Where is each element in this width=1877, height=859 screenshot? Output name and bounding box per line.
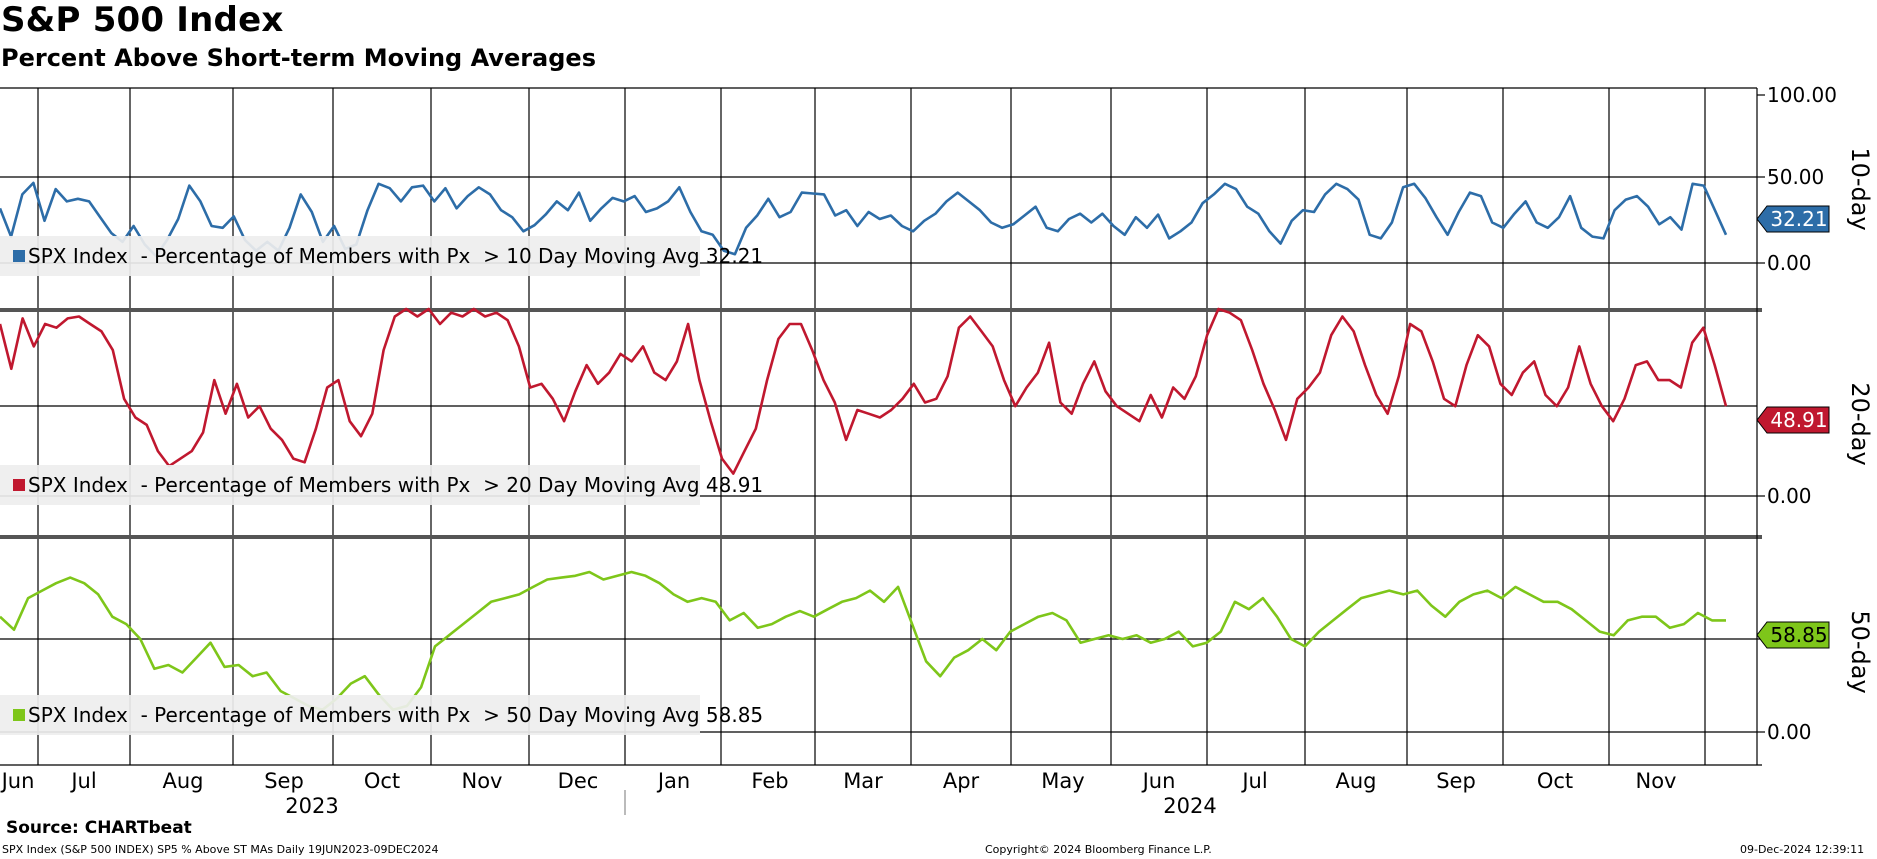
- panel-background: [0, 88, 1757, 310]
- source-note: Source: CHARTbeat: [6, 818, 192, 838]
- series-line-ma10: [0, 181, 1728, 258]
- legend-swatch: [13, 479, 25, 491]
- legend-label: SPX Index - Percentage of Members with P…: [28, 473, 763, 497]
- legend-background: [0, 695, 700, 735]
- panel-separator: [0, 308, 1762, 312]
- legend-swatch: [13, 250, 25, 262]
- x-tick-label: Jun: [0, 769, 34, 793]
- x-tick-label: Apr: [943, 769, 980, 793]
- y-tick-label: 0.00: [1767, 720, 1812, 744]
- x-tick-label: Oct: [364, 769, 400, 793]
- last-value-box: [1756, 205, 1830, 233]
- x-tick-label: Jul: [1240, 769, 1267, 793]
- legend-background: [0, 465, 700, 505]
- last-value-label: 48.91: [1770, 408, 1827, 432]
- x-tick-label: Aug: [162, 769, 203, 793]
- x-tick-label: Feb: [751, 769, 788, 793]
- x-tick-label: Mar: [843, 769, 883, 793]
- last-value-box: [1756, 621, 1830, 649]
- x-year-label: 2023: [285, 794, 338, 818]
- x-tick-label: Jul: [69, 769, 96, 793]
- legend-swatch: [13, 709, 25, 721]
- series-line-ma50: [0, 570, 1726, 712]
- last-value-label: 58.85: [1770, 623, 1827, 647]
- axis-label-ma20: 20-day: [1846, 382, 1874, 465]
- x-tick-label: May: [1041, 769, 1084, 793]
- axis-label-ma50: 50-day: [1846, 610, 1874, 693]
- x-tick-label: Jun: [1141, 769, 1176, 793]
- series-line-ma20: [0, 307, 1728, 475]
- legend-label: SPX Index - Percentage of Members with P…: [28, 703, 763, 727]
- chart-subtitle: Percent Above Short-term Moving Averages: [1, 44, 596, 72]
- last-value-box: [1756, 406, 1830, 434]
- y-tick-label: 0.00: [1767, 484, 1812, 508]
- last-value-label: 32.21: [1770, 207, 1827, 231]
- x-tick-label: Sep: [264, 769, 304, 793]
- copyright: Copyright© 2024 Bloomberg Finance L.P.: [985, 843, 1212, 856]
- y-tick-label: 100.00: [1767, 83, 1837, 107]
- panel-separator: [0, 535, 1762, 539]
- axis-label-ma10: 10-day: [1846, 147, 1874, 230]
- x-tick-label: Nov: [462, 769, 503, 793]
- x-tick-label: Sep: [1436, 769, 1476, 793]
- legend-label: SPX Index - Percentage of Members with P…: [28, 244, 763, 268]
- x-tick-label: Dec: [558, 769, 599, 793]
- y-tick-label: 0.00: [1767, 251, 1812, 275]
- timestamp: 09-Dec-2024 12:39:11: [1740, 843, 1865, 856]
- x-year-label: 2024: [1163, 794, 1216, 818]
- legend-background: [0, 236, 700, 276]
- x-tick-label: Jan: [656, 769, 690, 793]
- chart-title: S&P 500 Index: [1, 0, 284, 40]
- x-tick-label: Nov: [1636, 769, 1677, 793]
- y-tick-label: 50.00: [1767, 165, 1824, 189]
- ticker-info: SPX Index (S&P 500 INDEX) SP5 % Above ST…: [2, 843, 439, 856]
- x-tick-label: Oct: [1537, 769, 1573, 793]
- x-tick-label: Aug: [1335, 769, 1376, 793]
